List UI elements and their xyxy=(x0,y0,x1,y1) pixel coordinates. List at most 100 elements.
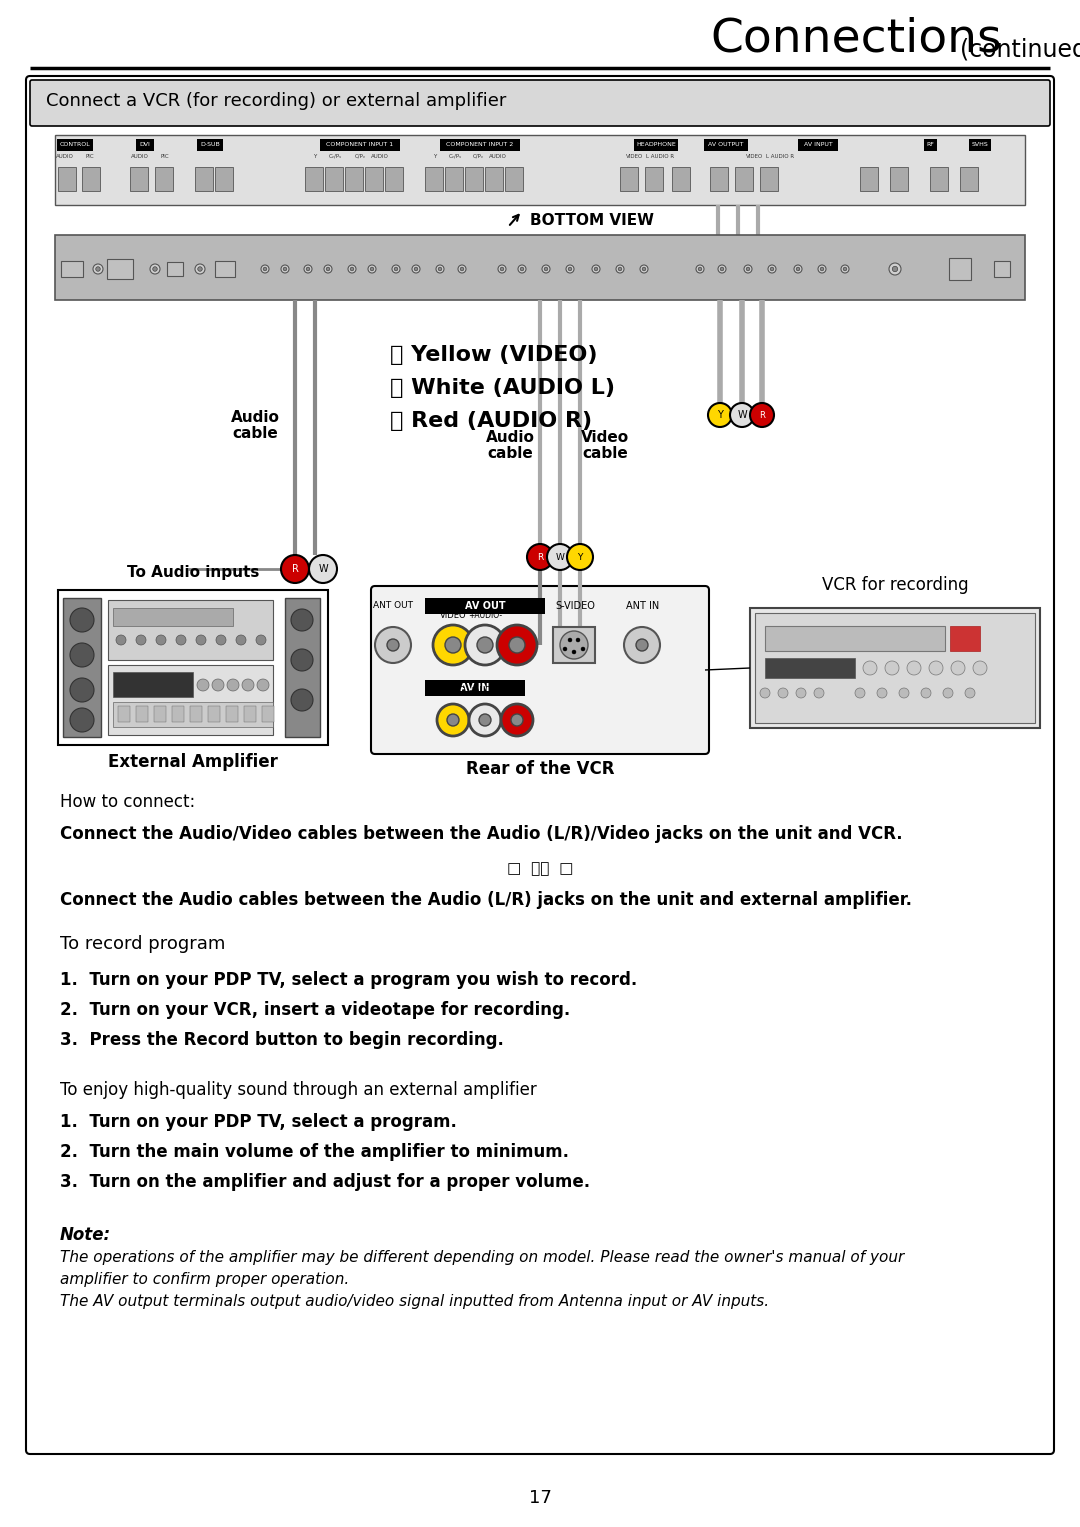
Bar xyxy=(426,166,443,191)
Circle shape xyxy=(176,635,186,644)
Bar xyxy=(765,626,945,651)
Circle shape xyxy=(394,267,397,270)
Bar xyxy=(969,139,991,151)
Bar xyxy=(244,705,256,722)
Bar xyxy=(384,166,403,191)
Bar xyxy=(55,134,1025,205)
Circle shape xyxy=(760,689,770,698)
Circle shape xyxy=(257,680,269,692)
Circle shape xyxy=(640,266,648,273)
Circle shape xyxy=(581,647,585,651)
Circle shape xyxy=(70,608,94,632)
Text: Connect the Audio cables between the Audio (L/R) jacks on the unit and external : Connect the Audio cables between the Aud… xyxy=(60,890,912,909)
Bar xyxy=(465,166,483,191)
Circle shape xyxy=(843,267,847,270)
Text: To Audio inputs: To Audio inputs xyxy=(126,565,259,580)
Bar xyxy=(320,139,401,151)
Bar xyxy=(620,166,638,191)
Bar xyxy=(994,261,1010,276)
Bar xyxy=(950,626,980,651)
Circle shape xyxy=(433,625,473,664)
Bar xyxy=(645,166,663,191)
Circle shape xyxy=(546,544,573,570)
Circle shape xyxy=(116,635,126,644)
Text: Ⓦ White (AUDIO L): Ⓦ White (AUDIO L) xyxy=(390,379,615,399)
Circle shape xyxy=(521,267,524,270)
Circle shape xyxy=(877,689,887,698)
Circle shape xyxy=(497,625,537,664)
Text: Connect the Audio/Video cables between the Audio (L/R)/Video jacks on the unit a: Connect the Audio/Video cables between t… xyxy=(60,825,903,843)
Bar xyxy=(156,166,173,191)
Text: W: W xyxy=(738,411,746,420)
Bar xyxy=(760,166,778,191)
Circle shape xyxy=(730,403,754,428)
Circle shape xyxy=(216,635,226,644)
Bar xyxy=(136,705,148,722)
Text: How to connect:: How to connect: xyxy=(60,793,195,811)
Circle shape xyxy=(889,263,901,275)
Circle shape xyxy=(370,267,374,270)
Circle shape xyxy=(460,267,463,270)
Circle shape xyxy=(818,266,826,273)
Bar xyxy=(197,139,224,151)
Circle shape xyxy=(469,704,501,736)
Circle shape xyxy=(568,638,572,641)
Bar xyxy=(798,139,838,151)
Circle shape xyxy=(242,680,254,692)
Text: Ⓡ Red (AUDIO R): Ⓡ Red (AUDIO R) xyxy=(390,411,592,431)
Circle shape xyxy=(768,266,777,273)
Circle shape xyxy=(929,661,943,675)
Circle shape xyxy=(437,704,469,736)
FancyBboxPatch shape xyxy=(372,586,708,754)
Bar xyxy=(704,139,748,151)
Bar xyxy=(215,166,233,191)
Text: Audio: Audio xyxy=(486,431,535,444)
Bar xyxy=(58,166,76,191)
Circle shape xyxy=(841,266,849,273)
Circle shape xyxy=(264,267,267,270)
Circle shape xyxy=(458,266,465,273)
Text: AUDIO: AUDIO xyxy=(131,154,149,159)
Text: Cᵥ/Pᵥ: Cᵥ/Pᵥ xyxy=(448,154,461,159)
Circle shape xyxy=(283,267,287,270)
Circle shape xyxy=(96,267,100,272)
Circle shape xyxy=(563,647,567,651)
Circle shape xyxy=(567,544,593,570)
Circle shape xyxy=(973,661,987,675)
Circle shape xyxy=(500,267,503,270)
Circle shape xyxy=(921,689,931,698)
Bar xyxy=(426,680,525,696)
Text: To enjoy high-quality sound through an external amplifier: To enjoy high-quality sound through an e… xyxy=(60,1081,537,1099)
Text: 3.  Press the Record button to begin recording.: 3. Press the Record button to begin reco… xyxy=(60,1031,504,1049)
Text: AV OUTPUT: AV OUTPUT xyxy=(708,142,744,148)
Bar xyxy=(765,658,855,678)
Circle shape xyxy=(477,637,492,654)
Bar xyxy=(860,166,878,191)
Circle shape xyxy=(447,715,459,725)
Text: COMPONENT INPUT 2: COMPONENT INPUT 2 xyxy=(446,142,514,148)
Circle shape xyxy=(624,628,660,663)
Bar xyxy=(215,261,235,276)
Circle shape xyxy=(348,266,356,273)
Text: Note:: Note: xyxy=(60,1226,111,1245)
Text: R: R xyxy=(537,553,543,562)
Text: cable: cable xyxy=(582,446,627,461)
Circle shape xyxy=(291,689,313,712)
Bar xyxy=(113,608,233,626)
Circle shape xyxy=(542,266,550,273)
Circle shape xyxy=(568,267,571,270)
Text: C/Pᵥ: C/Pᵥ xyxy=(354,154,365,159)
Text: VCR for recording: VCR for recording xyxy=(822,576,969,594)
Circle shape xyxy=(744,266,752,273)
Bar xyxy=(923,139,936,151)
Text: ANT IN: ANT IN xyxy=(626,602,660,611)
Text: CONTROL: CONTROL xyxy=(59,142,91,148)
Text: HEADPHONE: HEADPHONE xyxy=(636,142,676,148)
Text: The AV output terminals output audio/video signal inputted from Antenna input or: The AV output terminals output audio/vid… xyxy=(60,1293,769,1309)
Circle shape xyxy=(281,266,289,273)
Text: Y: Y xyxy=(433,154,436,159)
Circle shape xyxy=(561,631,588,660)
Bar xyxy=(108,600,273,660)
Circle shape xyxy=(256,635,266,644)
Bar xyxy=(735,166,753,191)
